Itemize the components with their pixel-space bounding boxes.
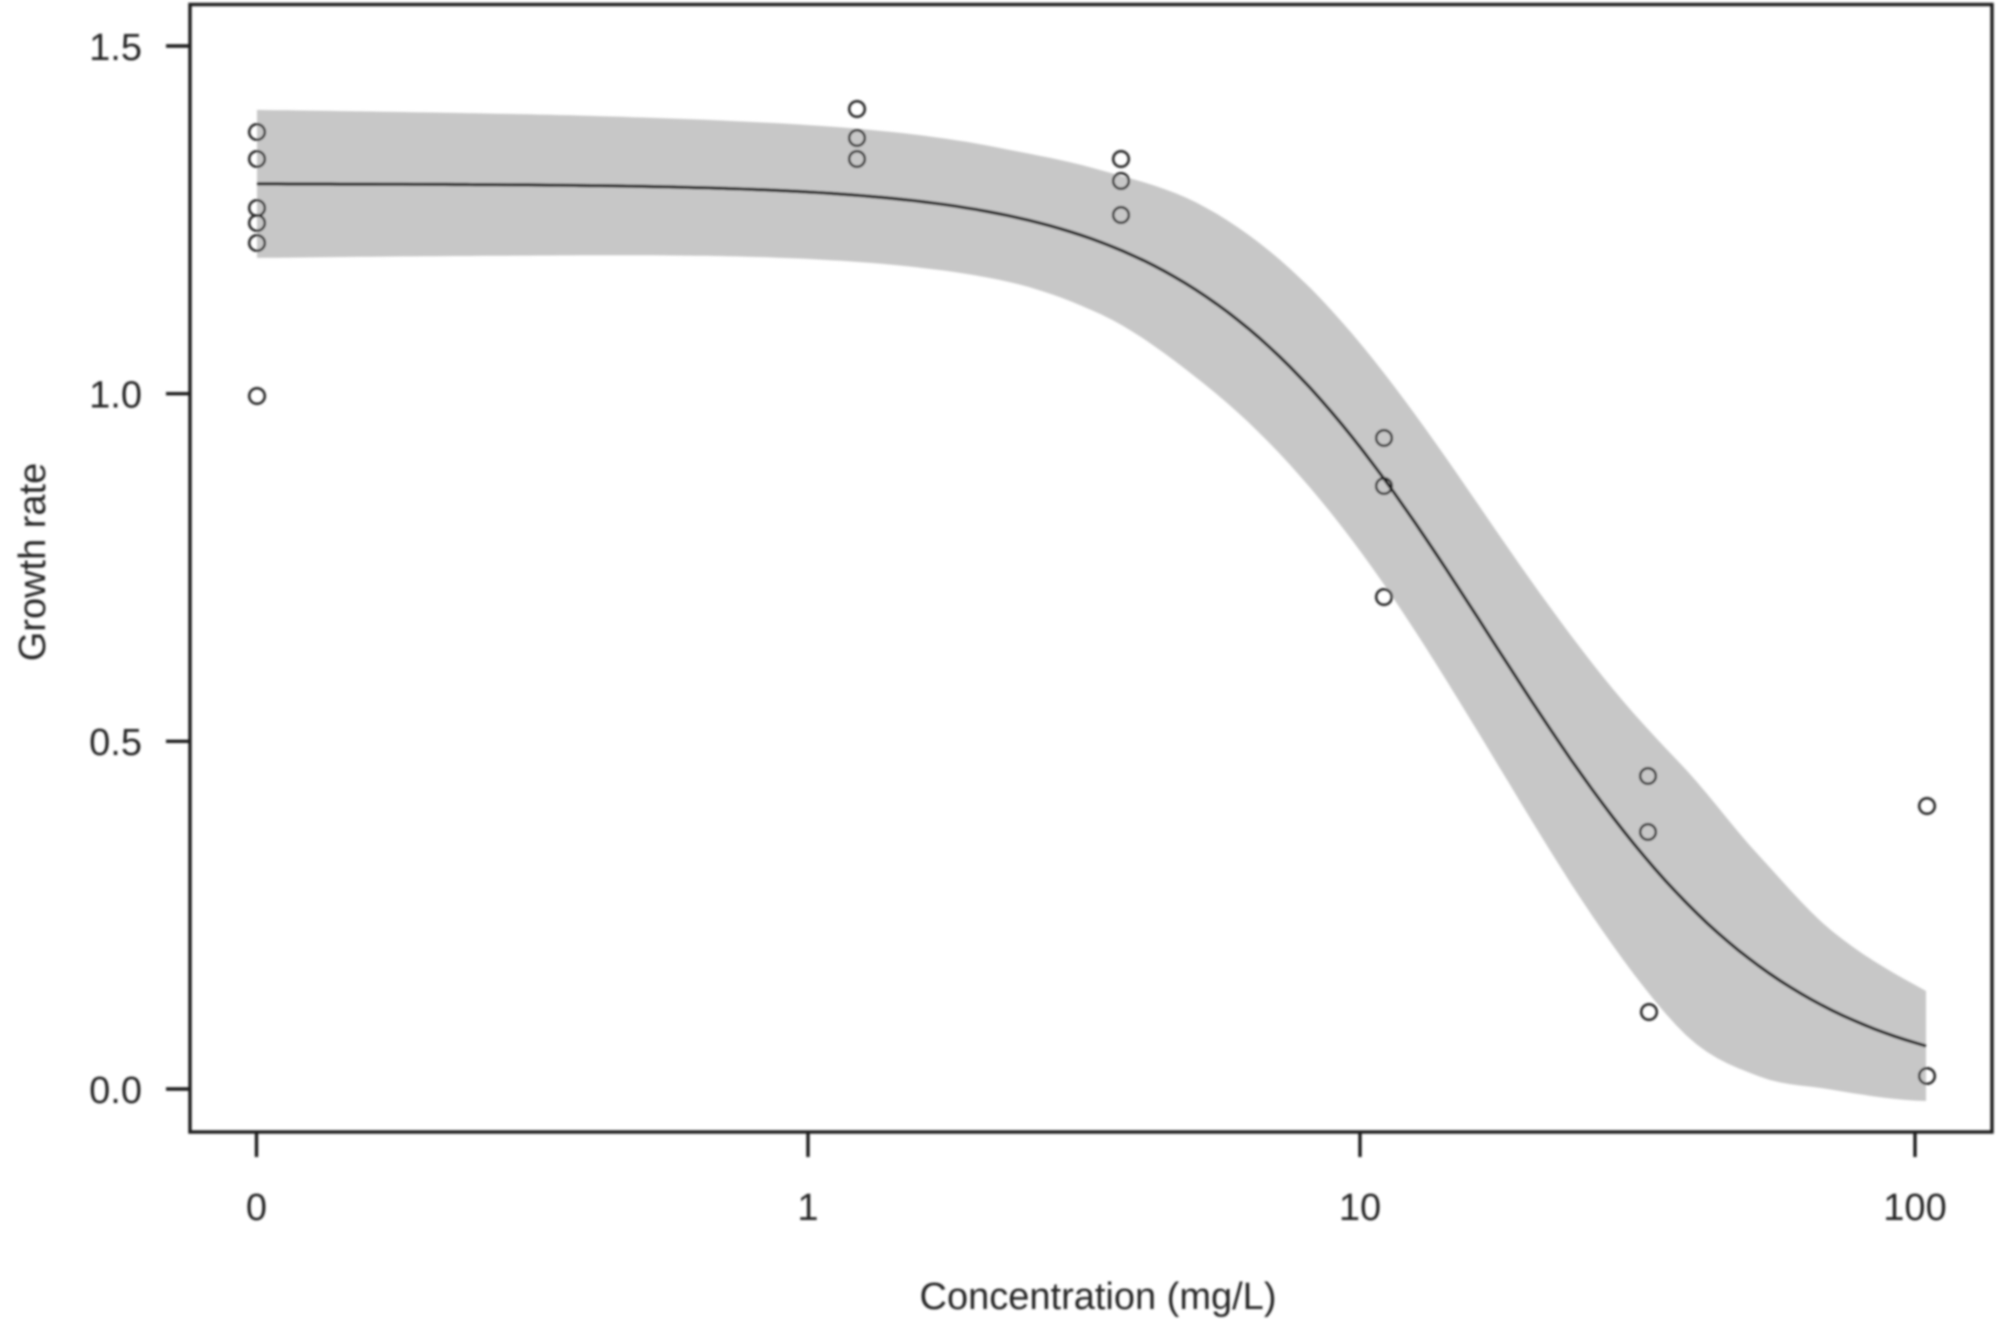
svg-text:1.0: 1.0 (89, 375, 142, 417)
svg-text:0.5: 0.5 (89, 722, 142, 764)
svg-text:1.5: 1.5 (89, 27, 142, 69)
svg-text:100: 100 (1883, 1187, 1946, 1229)
svg-text:0: 0 (246, 1187, 267, 1229)
svg-text:Growth rate: Growth rate (12, 463, 54, 662)
svg-text:0.0: 0.0 (89, 1070, 142, 1112)
svg-text:Concentration (mg/L): Concentration (mg/L) (920, 1276, 1277, 1318)
svg-text:1: 1 (797, 1187, 818, 1229)
svg-text:10: 10 (1339, 1187, 1381, 1229)
